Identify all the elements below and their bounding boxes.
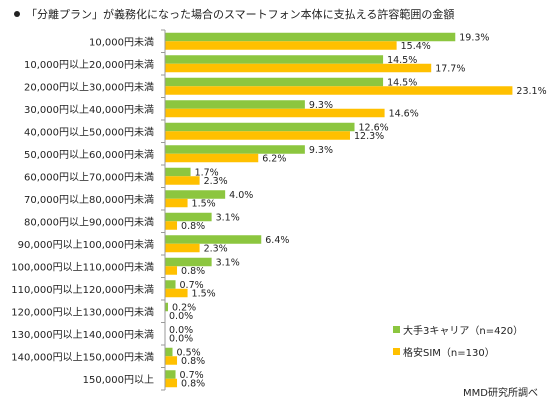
bar-mvno <box>165 198 188 208</box>
value-label-mvno: 6.2% <box>262 153 286 164</box>
value-label-carrier: 9.3% <box>309 145 333 156</box>
value-label-mvno: 23.1% <box>516 86 546 97</box>
bar-mvno <box>165 41 397 50</box>
bar-carrier <box>165 235 262 244</box>
bar-mvno <box>165 288 188 298</box>
bar-carrier <box>165 302 169 312</box>
value-label-mvno: 0.8% <box>181 266 205 277</box>
bar-mvno <box>165 176 200 185</box>
legend: 大手3キャリア（n=420） 格安SIM（n=130） <box>393 318 523 362</box>
value-label-mvno: 12.3% <box>354 131 384 142</box>
bar-carrier <box>165 370 176 379</box>
category-label: 90,000円以上100,000円未満 <box>18 239 154 251</box>
bar-mvno <box>165 108 385 118</box>
legend-item-carrier: 大手3キャリア（n=420） <box>393 318 523 340</box>
bar-carrier <box>165 145 305 154</box>
value-label-carrier: 19.3% <box>459 32 489 43</box>
bar-mvno <box>165 153 259 163</box>
legend-item-mvno: 格安SIM（n=130） <box>393 340 523 362</box>
legend-label-mvno: 格安SIM（n=130） <box>403 347 495 359</box>
category-label: 150,000円以上 <box>83 374 154 386</box>
value-label-carrier: 0.5% <box>177 347 201 358</box>
category-label: 70,000円以上80,000円未満 <box>24 194 154 206</box>
value-label-mvno: 0.8% <box>181 356 205 367</box>
legend-swatch-carrier <box>393 325 400 333</box>
legend-label-carrier: 大手3キャリア（n=420） <box>403 325 524 337</box>
value-label-carrier: 0.7% <box>180 280 204 291</box>
category-label: 10,000円以上20,000円未満 <box>24 59 154 71</box>
bar-carrier <box>165 212 212 222</box>
value-label-carrier: 14.5% <box>387 77 417 88</box>
category-label: 40,000円以上50,000円未満 <box>24 126 154 138</box>
category-label: 10,000円未満 <box>89 36 154 48</box>
value-label-mvno: 1.5% <box>192 198 216 209</box>
bar-carrier <box>165 100 305 109</box>
value-label-mvno: 15.4% <box>401 41 431 52</box>
bar-carrier <box>165 77 384 87</box>
value-label-mvno: 14.6% <box>389 108 419 119</box>
bar-mvno <box>165 63 432 73</box>
value-label-carrier: 0.7% <box>180 370 204 381</box>
bar-mvno <box>165 378 178 388</box>
value-label-mvno: 0.8% <box>181 221 205 232</box>
value-label-mvno: 2.3% <box>204 176 228 187</box>
value-label-carrier: 4.0% <box>229 190 253 201</box>
value-label-mvno: 17.7% <box>435 63 465 74</box>
value-label-carrier: 14.5% <box>387 55 417 66</box>
value-label-carrier: 0.2% <box>172 302 196 313</box>
bar-mvno <box>165 221 178 230</box>
title-bullet-icon <box>14 11 20 17</box>
category-label: 130,000円以上140,000円未満 <box>11 329 154 341</box>
bar-carrier <box>165 280 176 289</box>
bar-carrier <box>165 190 226 199</box>
bar-mvno <box>165 356 178 365</box>
category-label: 80,000円以上90,000円未満 <box>24 216 154 228</box>
value-label-carrier: 6.4% <box>265 235 289 246</box>
category-label: 20,000円以上30,000円未満 <box>24 81 154 93</box>
chart-title: 「分離プラン」が義務化になった場合のスマートフォン本体に支払える許容範囲の金額 <box>14 6 454 22</box>
value-label-carrier: 3.1% <box>216 212 240 223</box>
bar-mvno <box>165 131 350 140</box>
value-label-carrier: 1.7% <box>195 167 219 178</box>
chart-title-text: 「分離プラン」が義務化になった場合のスマートフォン本体に支払える許容範囲の金額 <box>26 8 455 21</box>
bar-carrier <box>165 55 384 64</box>
category-label: 50,000円以上60,000円未満 <box>24 149 154 161</box>
category-label: 60,000円以上70,000円未満 <box>24 171 154 183</box>
source-note: MMD研究所調べ <box>463 388 538 399</box>
category-label: 110,000円以上120,000円未満 <box>11 284 154 296</box>
value-label-mvno: 0.0% <box>169 333 193 344</box>
bar-carrier <box>165 122 355 132</box>
bar-carrier <box>165 32 456 42</box>
value-label-carrier: 0.0% <box>169 325 193 336</box>
category-label: 30,000円以上40,000円未満 <box>24 104 154 116</box>
bar-carrier <box>165 167 191 177</box>
value-label-mvno: 1.5% <box>192 288 216 299</box>
value-label-carrier: 3.1% <box>216 257 240 268</box>
bar-mvno <box>165 266 178 275</box>
value-label-carrier: 12.6% <box>359 122 389 133</box>
value-label-mvno: 0.0% <box>169 311 193 322</box>
bar-carrier <box>165 347 173 357</box>
category-label: 120,000円以上130,000円未満 <box>11 306 154 318</box>
bar-mvno <box>165 86 513 95</box>
value-label-mvno: 2.3% <box>204 243 228 254</box>
category-label: 100,000円以上110,000円未満 <box>11 261 154 273</box>
value-label-mvno: 0.8% <box>181 378 205 389</box>
legend-swatch-mvno <box>393 347 400 355</box>
value-label-carrier: 9.3% <box>309 100 333 111</box>
bar-carrier <box>165 257 212 267</box>
category-label: 140,000円以上150,000円未満 <box>11 351 154 363</box>
bar-mvno <box>165 243 200 253</box>
